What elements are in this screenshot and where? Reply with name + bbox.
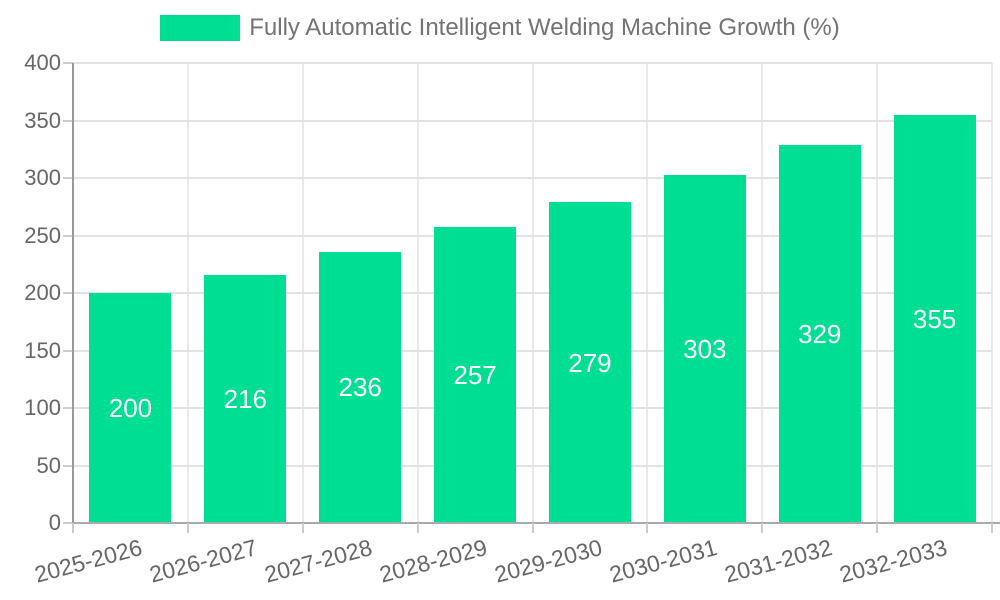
legend-label: Fully Automatic Intelligent Welding Mach…	[249, 14, 840, 41]
y-tick-label: 400	[24, 50, 61, 75]
h-gridline	[73, 119, 992, 122]
legend-swatch-icon	[160, 15, 241, 41]
y-axis-tick	[63, 464, 73, 467]
bar-value-label: 303	[683, 333, 727, 364]
x-axis-tick	[531, 523, 534, 533]
x-axis-tick	[416, 523, 419, 533]
y-tick-label: 100	[24, 395, 61, 420]
x-axis-tick	[991, 523, 993, 533]
bar-value-label: 200	[108, 393, 153, 423]
y-tick-label: 50	[36, 452, 61, 478]
h-gridline	[73, 234, 992, 237]
x-axis-tick	[876, 523, 879, 533]
x-tick-label: 2029-2030	[491, 534, 605, 588]
x-tick-label: 2027-2028	[261, 534, 375, 588]
x-tick-label: 2032-2033	[836, 534, 950, 588]
y-tick-label: 300	[24, 165, 61, 190]
h-gridline	[73, 62, 992, 64]
y-axis-tick	[63, 119, 73, 122]
legend-item[interactable]: Fully Automatic Intelligent Welding Mach…	[160, 14, 840, 42]
bar-value-label: 329	[797, 318, 842, 349]
h-gridline	[73, 407, 992, 409]
bar[interactable]: 216	[204, 274, 287, 523]
bar-value-label: 355	[912, 303, 957, 334]
y-tick-label: 150	[24, 337, 61, 363]
x-axis-line	[73, 522, 1000, 524]
v-gridline	[991, 63, 993, 523]
x-tick-label: 2030-2031	[606, 534, 720, 588]
y-axis-line	[72, 63, 74, 523]
bar[interactable]: 236	[319, 251, 402, 523]
x-axis-tick	[761, 523, 764, 533]
x-axis-tick	[186, 523, 189, 533]
x-tick-label: 2026-2027	[147, 534, 261, 588]
x-axis-tick	[646, 523, 649, 533]
y-axis-tick	[63, 522, 73, 524]
bar-value-label: 257	[453, 360, 497, 391]
x-tick-label: 2028-2029	[376, 534, 490, 588]
bar[interactable]: 329	[778, 144, 861, 523]
x-axis-tick	[301, 523, 304, 533]
bar[interactable]: 200	[89, 293, 172, 523]
x-tick-label: 2031-2032	[721, 534, 835, 588]
x-axis-tick	[72, 523, 74, 533]
h-gridline	[73, 464, 992, 467]
bar-value-label: 236	[338, 372, 382, 403]
bar-value-label: 279	[568, 347, 612, 378]
h-gridline	[73, 292, 992, 294]
y-tick-label: 350	[24, 107, 61, 133]
y-axis-tick	[63, 177, 73, 179]
legend: Fully Automatic Intelligent Welding Mach…	[0, 14, 1000, 42]
bar-value-label: 216	[223, 383, 267, 414]
x-tick-label: 2025-2026	[32, 534, 146, 588]
bar[interactable]: 279	[548, 202, 631, 523]
y-tick-label: 200	[24, 280, 61, 305]
y-axis-tick	[63, 234, 73, 237]
y-axis-tick	[63, 292, 73, 294]
bar[interactable]: 303	[663, 174, 746, 523]
bar[interactable]: 257	[434, 227, 517, 523]
y-tick-label: 0	[48, 510, 61, 535]
bar[interactable]: 355	[893, 114, 976, 523]
h-gridline	[73, 177, 992, 179]
h-gridline	[73, 349, 992, 352]
y-axis-tick	[63, 349, 73, 352]
y-tick-label: 250	[24, 222, 61, 248]
y-axis-tick	[63, 62, 73, 64]
y-axis-tick	[63, 407, 73, 409]
